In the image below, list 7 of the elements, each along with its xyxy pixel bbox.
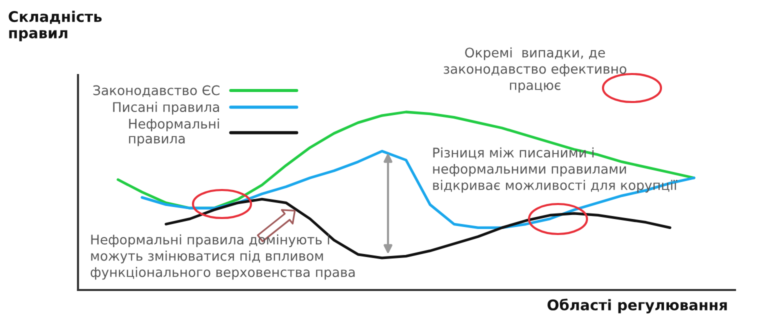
- x-axis-title: Області регулювання: [548, 298, 727, 314]
- legend-label: Неформальні правила: [129, 118, 219, 146]
- text: Окремі випадки, де законодавство ефективно працює: [444, 47, 626, 93]
- y-axis-title: Складність правил: [8, 10, 102, 42]
- annotation: Неформальні правила домінують і можуть змінюватися під впливом функціонального верховенства права: [90, 234, 355, 280]
- legend-label: Законодавство ЄС: [93, 85, 220, 97]
- legend-label: Писані правила: [113, 102, 219, 115]
